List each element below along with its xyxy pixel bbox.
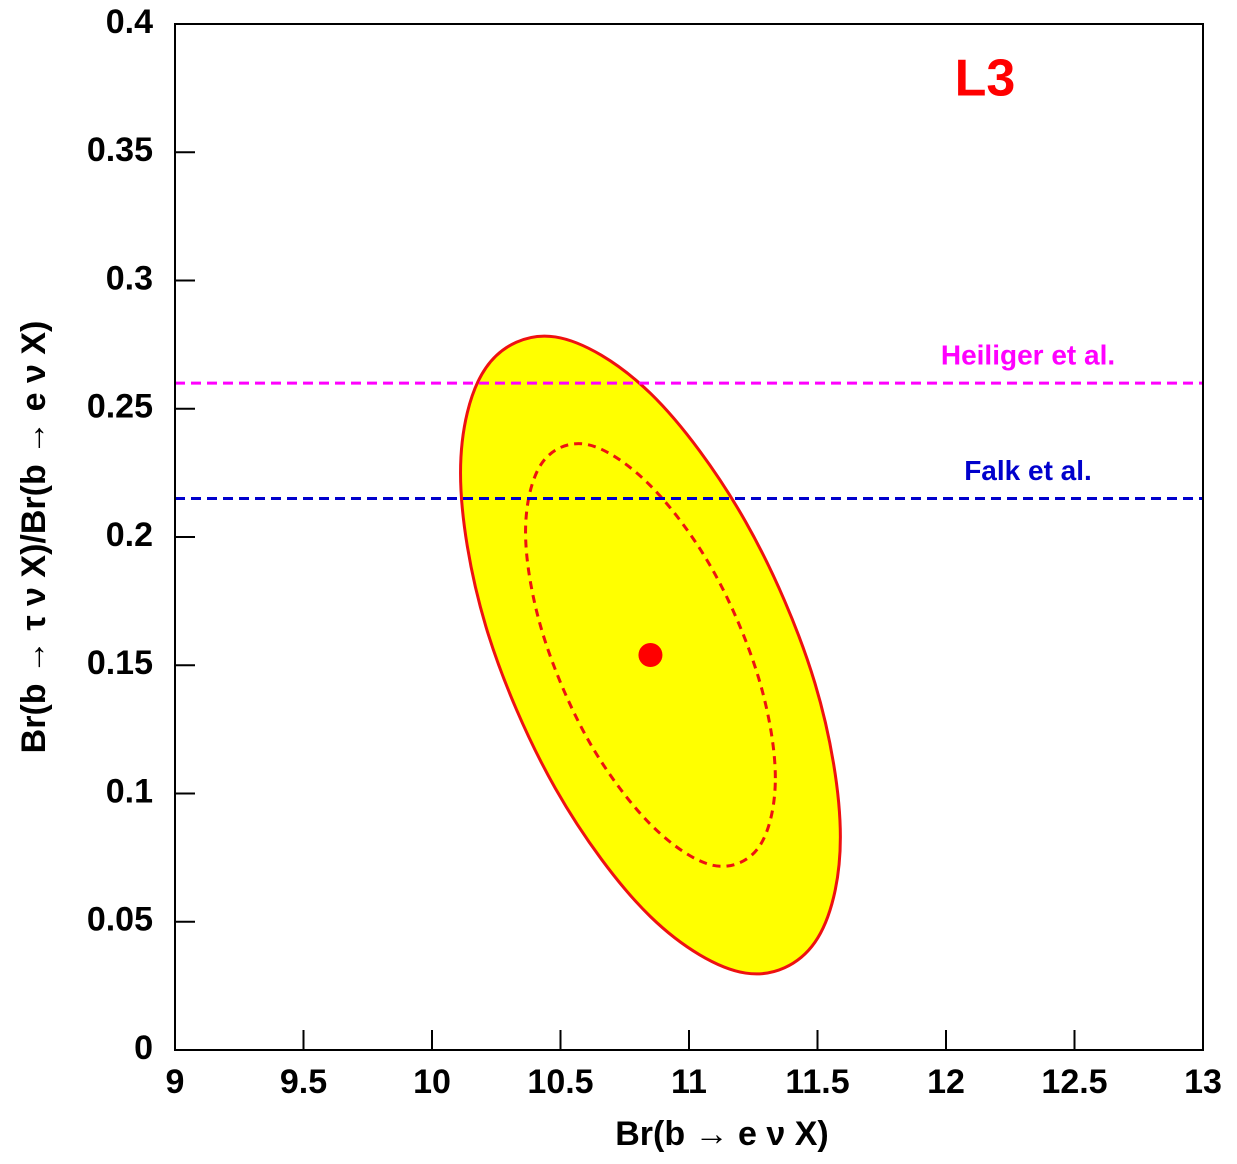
x-tick-label: 11.5 [785,1063,849,1101]
y-tick-label: 0 [134,1029,153,1067]
x-tick-label: 10.5 [527,1063,593,1101]
y-tick-label: 0.35 [87,131,153,169]
x-axis-label: Br(b → e ν X) [615,1115,828,1153]
reference-label: Heiliger et al. [941,339,1115,370]
central-value [638,642,663,667]
y-tick-label: 0.2 [106,516,153,554]
x-tick-label: 12 [927,1063,965,1101]
x-tick-label: 13 [1184,1063,1222,1101]
y-tick-label: 0.1 [106,772,153,810]
x-tick-label: 10 [413,1063,451,1101]
y-tick-label: 0.25 [87,388,153,426]
y-tick-label: 0.4 [106,3,153,41]
x-tick-label: 12.5 [1041,1063,1107,1101]
y-tick-label: 0.05 [87,901,153,939]
x-tick-label: 11 [671,1063,707,1101]
y-axis-label: Br(b → τ ν X)/Br(b → e ν X) [15,321,53,754]
y-tick-label: 0.3 [106,259,153,297]
x-tick-label: 9 [166,1063,185,1101]
contour [524,442,777,868]
y-tick-label: 0.15 [87,644,153,682]
x-tick-label: 9.5 [280,1063,327,1101]
chart-title: L3 [955,50,1016,108]
reference-label: Falk et al. [964,455,1092,486]
